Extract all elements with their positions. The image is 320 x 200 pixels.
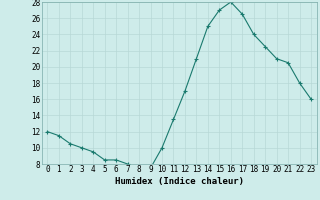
X-axis label: Humidex (Indice chaleur): Humidex (Indice chaleur) (115, 177, 244, 186)
